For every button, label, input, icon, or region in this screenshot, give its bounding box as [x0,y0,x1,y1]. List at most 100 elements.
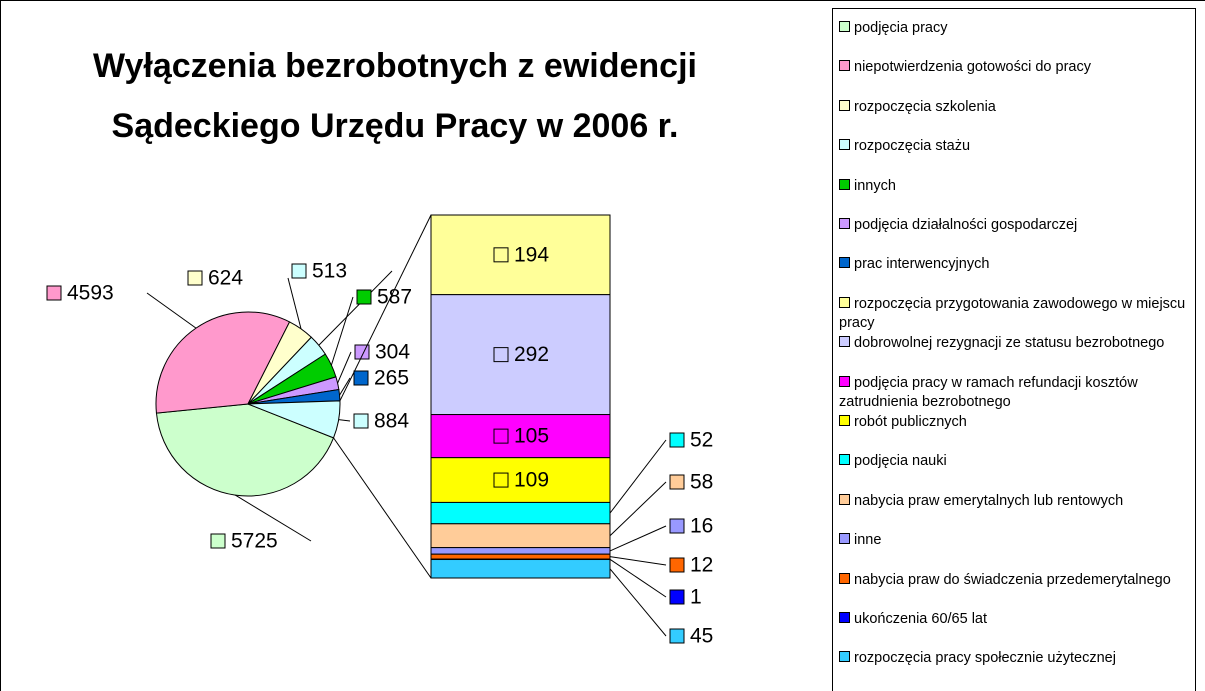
data-label: 1 [690,586,702,609]
legend-swatch [839,612,850,623]
label-key [356,289,372,305]
data-label: 105 [514,425,549,448]
legend-item: podjęcia pracy w ramach refundacji koszt… [839,374,1189,412]
data-label: 587 [377,286,412,309]
legend-label: ukończenia 60/65 lat [854,611,988,627]
label-key [187,270,203,286]
leader-line [609,558,667,598]
data-label: 4593 [67,282,114,305]
leader-line [609,556,667,566]
label-key [669,557,685,573]
data-label: 194 [514,243,549,266]
label-key [493,247,509,263]
legend-item: robót publicznych [839,413,1189,432]
legend-label: rozpoczęcia szkolenia [854,98,996,115]
legend-swatch [839,99,850,111]
data-label: 5725 [231,530,278,553]
label-key [353,370,369,386]
label-key [669,474,685,490]
label-key [669,432,685,448]
label-key [291,263,307,279]
legend-label: dobrowolnej rezygnacji ze statusu bezrob… [854,335,1165,352]
legend-label: podjęcia pracy [854,20,948,36]
legend-swatch [839,493,850,505]
legend-swatch [839,178,850,190]
legend-label: podjęcia pracy w ramach refundacji koszt… [839,374,1138,410]
connector [339,214,432,402]
data-label: 58 [690,471,713,494]
bar-segment [430,414,611,459]
legend-item: podjęcia nauki [839,452,1189,471]
legend-item: prac interwencyjnych [839,255,1189,274]
legend-label: rozpoczęcia pracy społecznie użytecznej [854,650,1116,667]
legend-item: dobrowolnej rezygnacji ze statusu bezrob… [839,334,1189,353]
legend-swatch [839,651,850,663]
leader-line [318,270,393,346]
legend-item: podjęcia działalności gospodarczej [839,216,1189,235]
legend-swatch [839,218,850,229]
label-key [669,628,685,644]
leader-line [339,377,351,396]
pie-slice [247,400,341,439]
legend-label: nabycia praw do świadczenia przedemeryta… [854,571,1171,588]
leader-line [338,419,351,422]
legend-item: rozpoczęcia pracy społecznie użytecznej [839,649,1189,668]
label-key [46,285,62,301]
data-label: 624 [208,267,243,290]
legend-swatch [839,336,850,348]
leader-line [287,277,302,329]
legend-item: niepotwierdzenia gotowości do pracy [839,58,1189,77]
legend-swatch [839,296,850,308]
legend-label: niepotwierdzenia gotowości do pracy [854,59,1091,76]
legend-swatch [839,60,850,72]
data-label: 12 [690,554,713,577]
label-key [210,533,226,549]
legend-label: rozpoczęcia przygotowania zawodowego w m… [839,295,1186,331]
leader-line [609,568,667,637]
legend-swatch [839,533,850,545]
pie-slice [155,403,335,497]
leader-line [234,494,312,542]
label-key [669,589,685,605]
legend-item: nabycia praw emerytalnych lub rentowych [839,492,1189,511]
bar-segment [430,553,611,560]
legend-label: innych [854,177,896,194]
legend-label: robót publicznych [854,414,967,430]
data-label: 109 [514,469,549,492]
legend-item: ukończenia 60/65 lat [839,610,1189,629]
leader-line [337,351,352,384]
legend-swatch [839,139,850,151]
legend-item: rozpoczęcia przygotowania zawodowego w m… [839,295,1189,333]
chart-title: Wyłączenia bezrobotnych z ewidencji [93,47,697,85]
label-key [493,347,509,363]
bar-segment [430,457,611,503]
bar-segment [430,294,611,416]
legend-label: podjęcia działalności gospodarczej [854,217,1078,233]
legend-swatch [839,257,850,269]
legend-item: inne [839,531,1189,550]
legend-item: rozpoczęcia szkolenia [839,98,1189,117]
legend-item: rozpoczęcia stażu [839,137,1189,156]
data-label: 292 [514,343,549,366]
chart-title: Sądeckiego Urzędu Pracy w 2006 r. [112,107,679,145]
leader-line [609,439,667,514]
bar-segment [430,501,611,525]
label-key [353,413,369,429]
data-label: 304 [375,341,410,364]
bar-segment [430,547,611,555]
bar-segment [430,523,611,549]
legend-item: podjęcia pracy [839,19,1189,38]
data-label: 513 [312,260,347,283]
legend-label: prac interwencyjnych [854,256,990,273]
legend: podjęcia pracy niepotwierdzenia gotowości… [832,8,1196,691]
legend-swatch [839,415,850,426]
legend-swatch [839,454,850,466]
legend-label: rozpoczęcia stażu [854,138,971,155]
data-label: 45 [690,625,713,648]
label-key [493,428,509,444]
data-label: 52 [690,429,713,452]
data-label: 265 [374,367,409,390]
bar-segment [430,214,611,296]
legend-label: inne [854,532,882,549]
